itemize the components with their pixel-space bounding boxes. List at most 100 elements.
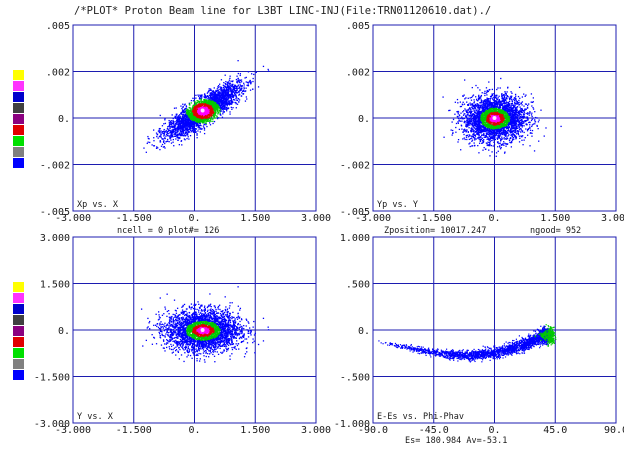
particle-point — [210, 109, 212, 111]
particle-point — [213, 110, 215, 112]
particle-point — [484, 124, 486, 126]
particle-point — [151, 144, 153, 146]
particle-point — [156, 133, 159, 135]
particle-point — [201, 128, 203, 130]
y-tick-label: .005 — [46, 21, 70, 32]
particle-point — [182, 124, 184, 126]
particle-point — [198, 121, 200, 123]
particle-point — [203, 106, 205, 109]
particle-point — [501, 136, 503, 138]
particle-point — [167, 129, 170, 131]
particle-point — [168, 123, 171, 126]
particle-point — [179, 122, 181, 124]
particle-point — [153, 129, 155, 131]
particle-point — [163, 140, 165, 142]
particle-point — [465, 121, 467, 123]
particle-point — [153, 140, 155, 142]
particle-point — [519, 119, 522, 122]
particle-point — [218, 107, 220, 109]
particle-point — [209, 99, 212, 101]
particle-point — [207, 116, 209, 118]
particle-point — [499, 132, 501, 135]
particle-point — [192, 113, 195, 115]
particle-point — [502, 98, 504, 100]
particle-point — [219, 110, 222, 112]
particle-point — [166, 138, 169, 141]
particle-point — [162, 133, 165, 135]
particle-point — [211, 107, 213, 109]
particle-point — [521, 120, 523, 122]
particle-point — [484, 90, 486, 93]
particle-point — [520, 114, 523, 116]
particle-point — [220, 96, 222, 98]
particle-point — [189, 121, 191, 123]
particle-point — [211, 94, 213, 96]
particle-point — [506, 103, 508, 106]
particle-point — [216, 109, 218, 111]
particle-point — [486, 94, 488, 96]
particle-point — [195, 112, 198, 114]
particle-point — [211, 114, 213, 117]
particle-point — [168, 119, 170, 122]
particle-point — [195, 94, 197, 96]
particle-point — [221, 95, 223, 97]
particle-point — [213, 103, 215, 106]
x-tick-label: 1.500 — [240, 213, 270, 224]
particle-point — [197, 100, 199, 102]
particle-point — [156, 146, 158, 148]
particle-point — [478, 134, 480, 136]
particle-point — [489, 108, 491, 110]
particle-point — [520, 135, 522, 137]
particle-point — [483, 106, 486, 108]
particle-point — [514, 118, 517, 120]
particle-point — [219, 94, 221, 97]
particle-point — [198, 127, 201, 129]
particle-point — [217, 108, 219, 111]
particle-point — [206, 104, 208, 106]
particle-point — [527, 119, 529, 121]
particle-point — [213, 108, 215, 111]
particle-point — [215, 102, 217, 104]
particle-point — [208, 103, 211, 106]
particle-point — [170, 122, 172, 124]
particle-point — [508, 107, 510, 109]
particle-point — [202, 100, 204, 103]
y-tick-label: 0. — [358, 114, 370, 125]
particle-point — [203, 132, 206, 135]
particle-point — [475, 98, 478, 100]
particle-point — [226, 83, 228, 86]
particle-point — [221, 108, 223, 110]
particle-point — [203, 127, 206, 130]
particle-point — [193, 123, 195, 126]
particle-point — [224, 74, 226, 76]
particle-point — [493, 143, 496, 146]
particle-point — [523, 120, 525, 123]
particle-point — [216, 94, 218, 97]
particle-point — [228, 102, 230, 105]
particle-point — [249, 79, 251, 82]
particle-point — [493, 99, 495, 101]
particle-point — [192, 100, 195, 102]
particle-point — [235, 99, 237, 101]
particle-point — [166, 140, 168, 143]
particle-point — [526, 123, 528, 125]
particle-point — [486, 127, 488, 130]
particle-point — [204, 113, 206, 116]
particle-point — [198, 98, 201, 100]
particle-point — [183, 123, 185, 126]
particle-point — [205, 122, 207, 124]
particle-point — [177, 125, 180, 127]
particle-point — [190, 125, 192, 127]
particle-point — [229, 94, 232, 96]
particle-point — [175, 133, 177, 136]
particle-point — [182, 116, 184, 118]
particle-point — [217, 85, 220, 87]
particle-point — [194, 129, 196, 131]
particle-point — [217, 93, 219, 96]
particle-point — [506, 101, 508, 104]
particle-point — [226, 105, 228, 107]
particle-point — [487, 99, 489, 101]
particle-point — [507, 129, 510, 132]
particle-point — [224, 85, 226, 88]
particle-point — [189, 124, 191, 127]
